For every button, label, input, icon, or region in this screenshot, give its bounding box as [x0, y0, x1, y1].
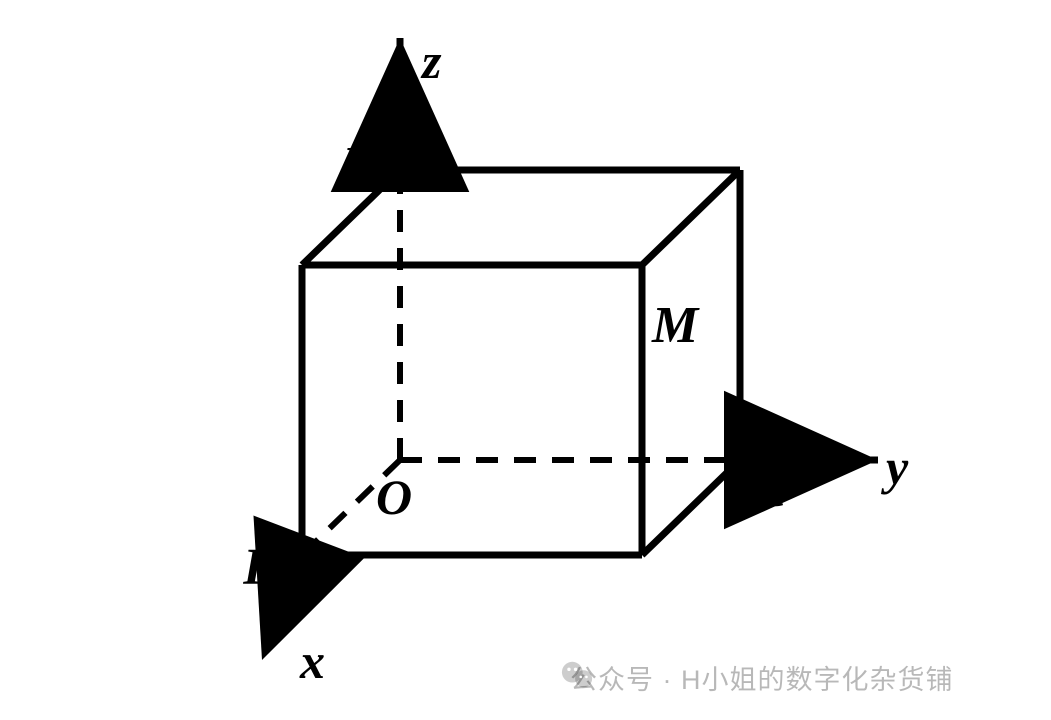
diagram-svg — [0, 0, 1051, 720]
label-P: P — [243, 538, 275, 597]
label-Q: Q — [752, 452, 788, 510]
label-O: O — [376, 468, 412, 526]
label-y: y — [886, 438, 908, 496]
watermark: 公众号 · H小姐的数字化杂货铺 — [560, 658, 954, 697]
label-x: x — [300, 632, 325, 690]
watermark-text: 公众号 · H小姐的数字化杂货铺 — [570, 658, 954, 697]
hidden-edges — [302, 170, 740, 555]
label-z: z — [422, 32, 441, 90]
diagram-stage: z R M O Q y P x 公众号 · H小姐的数字化杂货铺 — [0, 0, 1051, 720]
label-M: M — [652, 296, 698, 355]
axes — [262, 38, 878, 660]
label-R: R — [342, 136, 377, 195]
visible-edges — [302, 170, 740, 555]
